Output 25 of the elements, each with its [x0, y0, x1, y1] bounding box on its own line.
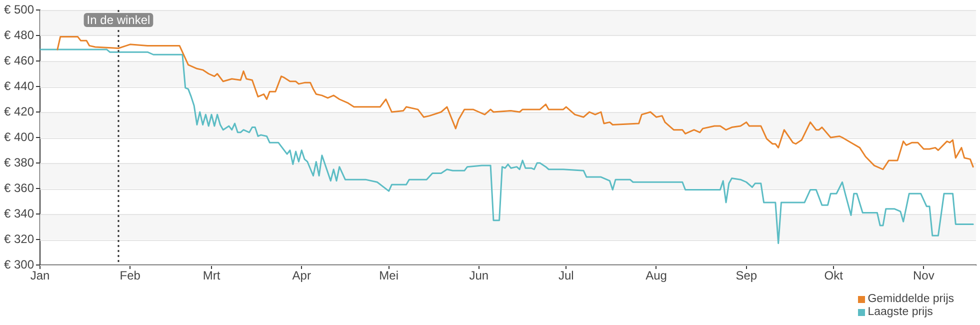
x-tick-label: Aug — [646, 268, 667, 283]
y-tick-label: € 500 — [4, 2, 34, 16]
x-tick-label: Nov — [913, 268, 934, 283]
x-tick-label: Jul — [558, 268, 574, 283]
x-tick-label: Okt — [824, 268, 844, 283]
y-tick-label: € 340 — [4, 206, 34, 220]
y-tick-label: € 400 — [4, 130, 34, 144]
x-tick-label: Feb — [120, 268, 141, 283]
x-tick-label: Jan — [30, 268, 50, 283]
legend-label: Laagste prijs — [868, 306, 933, 319]
ref-line-label: In de winkel — [86, 12, 150, 27]
x-tick-label: Mrt — [202, 268, 221, 283]
x-tick-label: Mei — [379, 268, 398, 283]
y-tick-label: € 460 — [4, 53, 34, 68]
y-tick-label: € 380 — [4, 155, 34, 170]
y-tick-label: € 420 — [4, 104, 34, 118]
y-tick-label: € 480 — [4, 28, 34, 42]
y-tick-label: € 300 — [4, 257, 34, 272]
x-tick-label: Sep — [736, 268, 758, 283]
legend-label: Gemiddelde prijs — [868, 293, 954, 306]
x-tick-label: Apr — [292, 268, 311, 283]
y-tick-label: € 320 — [4, 232, 34, 246]
x-tick-label: Jun — [469, 268, 489, 283]
y-tick-label: € 440 — [4, 78, 34, 93]
y-tick-label: € 360 — [4, 180, 34, 195]
